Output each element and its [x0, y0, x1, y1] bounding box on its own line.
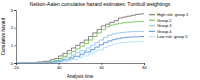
tick-label: 20 [14, 65, 19, 70]
series-line [16, 21, 144, 63]
tick-mark [14, 63, 16, 64]
tick: 3 [11, 8, 16, 13]
title: Nelson-Aalen cumulative hazard estimates… [30, 1, 171, 7]
tick: 2 [11, 25, 16, 30]
legend-item: High risk: group 1 [149, 12, 189, 17]
y-axis: 0 1 2 3 [11, 8, 17, 66]
legend-swatch [149, 25, 155, 26]
tick-mark [14, 10, 16, 11]
legend-swatch [149, 36, 155, 37]
series-line [16, 37, 144, 64]
legend-swatch [149, 31, 155, 32]
tick-label: 3 [11, 8, 14, 13]
legend-item: Group 4 [149, 29, 172, 34]
chart-container: 20 40 60 80 0 1 2 3 Nelson-Aalen cumulative haza… [0, 0, 200, 80]
x-axis-title: Analysis time [67, 74, 94, 79]
tick-label: 60 [100, 65, 105, 70]
legend-label: Group 2 [157, 18, 172, 23]
tick-label: 80 [142, 65, 147, 70]
x-axis: 20 40 60 80 [14, 63, 147, 70]
axis-line [17, 64, 145, 66]
legend-label: Group 4 [157, 29, 172, 34]
legend-label: High risk: group 1 [157, 12, 189, 17]
legend-item: Group 2 [149, 18, 172, 23]
tick-label: 2 [11, 25, 14, 30]
axis-line [14, 11, 17, 64]
series-line [16, 41, 144, 63]
tick: 20 [14, 63, 19, 70]
series-line [16, 31, 144, 63]
y-axis-title: Cumulative hazard [1, 17, 6, 55]
legend-swatch [149, 20, 155, 21]
legend-item: Group 3 [149, 23, 172, 28]
tick: 1 [11, 43, 16, 48]
legend-label: Group 3 [157, 23, 172, 28]
tick-mark [14, 28, 16, 29]
legend-label: Low risk: group 5 [157, 34, 188, 39]
plot-area [16, 14, 144, 63]
legend-swatch [149, 14, 155, 15]
legend: High risk: group 1Group 2Group 3Group 4L… [149, 12, 189, 39]
tick-label: 1 [11, 43, 14, 48]
tick: 40 [57, 63, 62, 70]
legend-item: Low risk: group 5 [149, 34, 188, 39]
chart: 20 40 60 80 0 1 2 3 Nelson-Aalen cumulative haza… [0, 0, 200, 80]
tick-mark [14, 45, 16, 46]
tick: 80 [142, 63, 147, 70]
tick: 60 [100, 63, 105, 70]
tick: 0 [11, 61, 16, 66]
tick-label: 40 [57, 65, 62, 70]
tick-label: 0 [11, 61, 14, 66]
series-line [16, 14, 144, 63]
